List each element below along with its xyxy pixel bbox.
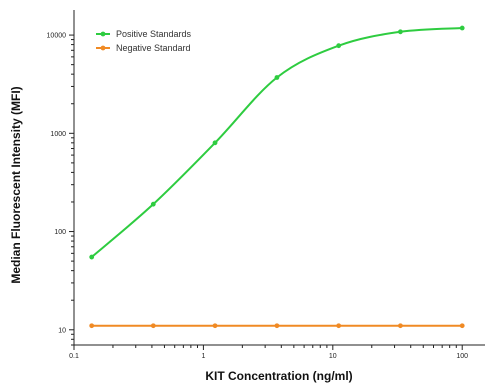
data-point bbox=[459, 323, 465, 329]
series-positive-standards bbox=[89, 25, 465, 260]
series-line bbox=[91, 27, 463, 258]
data-point bbox=[89, 323, 95, 329]
data-point bbox=[274, 323, 280, 329]
x-tick-label: 0.1 bbox=[69, 353, 79, 360]
y-axis-title: Median Fluorescent Intensity (MFI) bbox=[9, 86, 23, 283]
y-tick-label: 100 bbox=[54, 229, 66, 236]
data-point bbox=[212, 323, 218, 329]
series-layer bbox=[89, 25, 465, 329]
legend-label: Positive Standards bbox=[116, 29, 192, 39]
x-axis-title: KIT Concentration (ng/ml) bbox=[205, 369, 352, 383]
y-tick-label: 10 bbox=[58, 327, 66, 334]
axes: 0.1 1 10 100 10 100 1000 10000 bbox=[47, 10, 485, 360]
data-point bbox=[398, 29, 403, 35]
data-point bbox=[459, 25, 465, 31]
data-point bbox=[398, 323, 403, 329]
data-point bbox=[89, 254, 95, 260]
data-point bbox=[336, 43, 342, 49]
data-point bbox=[274, 75, 280, 80]
legend-label: Negative Standard bbox=[116, 43, 191, 53]
x-tick-label: 100 bbox=[456, 353, 468, 360]
data-point bbox=[150, 323, 156, 329]
y-tick-label: 10000 bbox=[47, 33, 67, 40]
series-negative-standard bbox=[89, 323, 465, 329]
x-tick-label: 1 bbox=[201, 353, 205, 360]
y-tick-label: 1000 bbox=[50, 131, 66, 138]
data-point bbox=[212, 140, 218, 146]
legend-swatch-marker bbox=[100, 45, 106, 51]
data-point bbox=[150, 201, 156, 207]
x-tick-label: 10 bbox=[329, 353, 337, 360]
legend: Positive Standards Negative Standard bbox=[96, 29, 192, 53]
legend-swatch-marker bbox=[100, 31, 106, 37]
data-point bbox=[336, 323, 342, 329]
